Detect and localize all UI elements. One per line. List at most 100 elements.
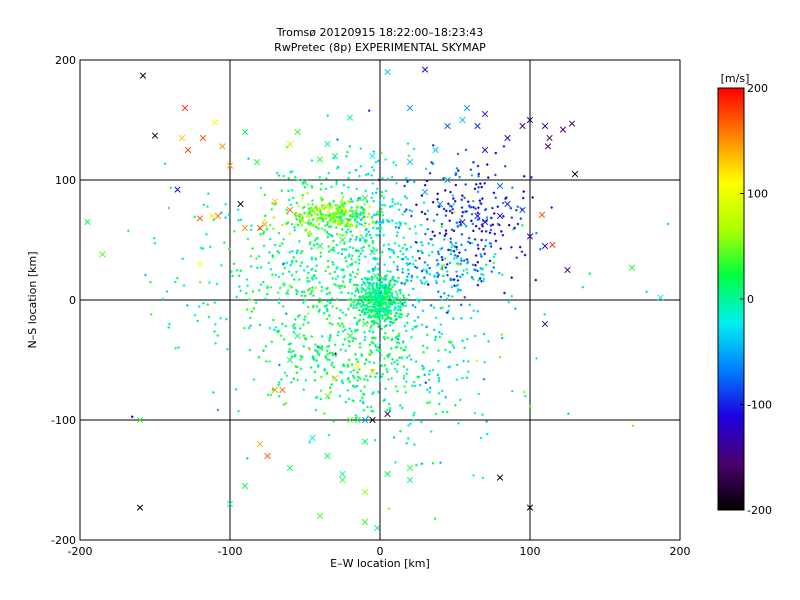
data-point-dot (380, 314, 384, 318)
data-point-dot (295, 222, 298, 226)
data-point-dot (447, 202, 450, 205)
data-point-cross (208, 212, 216, 220)
data-point-dot (448, 261, 452, 264)
data-point-dot (243, 326, 246, 330)
data-point-dot (457, 422, 460, 425)
data-point-dot (469, 316, 473, 320)
data-point-dot (440, 225, 444, 228)
data-point-dot (388, 291, 392, 294)
data-point-dot (472, 474, 475, 477)
data-point-dot (448, 365, 451, 368)
data-point-dot (314, 343, 317, 346)
data-point-dot (359, 213, 362, 217)
data-point-dot (320, 182, 323, 185)
data-point-dot (456, 254, 459, 258)
data-point-dot (378, 302, 381, 306)
data-point-dot (396, 280, 399, 283)
data-point-dot (325, 292, 329, 296)
data-point-dot (423, 373, 426, 377)
data-point-dot (407, 154, 411, 157)
data-point-dot (384, 158, 387, 161)
data-point-dot (318, 300, 321, 303)
data-point-dot (332, 200, 335, 203)
data-point-cross (481, 110, 489, 118)
data-point-dot (460, 259, 463, 262)
data-point-dot (376, 279, 380, 282)
data-point-dot (317, 227, 320, 230)
data-point-dot (247, 326, 251, 330)
data-point-dot (534, 278, 537, 282)
data-point-dot (355, 187, 358, 191)
data-point-dot (348, 340, 351, 343)
data-point-dot (349, 370, 352, 374)
data-point-dot (432, 144, 435, 147)
data-point-dot (351, 374, 355, 378)
data-point-dot (311, 278, 314, 281)
data-point-dot (355, 323, 359, 326)
data-point-dot (306, 192, 309, 195)
data-point-dot (334, 354, 338, 357)
data-point-dot (287, 343, 291, 346)
data-point-dot (320, 285, 324, 289)
data-point-dot (220, 211, 223, 214)
data-point-dot (503, 165, 507, 168)
data-point-dot (350, 223, 353, 226)
data-point-dot (389, 309, 392, 312)
y-tick-label: -100 (51, 414, 76, 427)
data-point-cross (496, 474, 504, 481)
data-point-cross (294, 212, 301, 220)
data-point-dot (356, 298, 359, 301)
data-point-dot (477, 172, 481, 176)
data-point-dot (314, 269, 317, 272)
data-point-dot (422, 201, 426, 204)
data-point-dot (468, 241, 472, 245)
data-point-dot (306, 265, 309, 268)
data-point-dot (478, 199, 482, 202)
colorbar-tick-label: 200 (747, 82, 768, 95)
data-point-dot (355, 303, 358, 307)
data-point-dot (492, 266, 495, 269)
data-point-dot (494, 173, 497, 177)
data-point-dot (372, 391, 375, 394)
data-point-dot (403, 348, 407, 352)
data-point-dot (392, 321, 396, 324)
data-point-dot (460, 198, 463, 201)
data-point-dot (474, 334, 477, 338)
data-point-dot (264, 297, 267, 301)
data-point-dot (394, 163, 398, 167)
data-point-dot (507, 301, 510, 304)
data-point-dot (277, 174, 281, 177)
data-point-dot (395, 317, 398, 321)
data-point-dot (384, 189, 388, 193)
data-point-dot (363, 378, 366, 381)
data-point-dot (310, 268, 313, 271)
data-point-dot (370, 351, 373, 354)
data-point-dot (406, 180, 409, 184)
data-point-dot (350, 206, 353, 209)
data-point-dot (325, 304, 328, 307)
data-point-dot (450, 245, 453, 249)
data-point-dot (361, 298, 365, 302)
data-point-dot (301, 181, 304, 184)
data-point-dot (374, 160, 378, 164)
data-point-dot (319, 389, 323, 392)
data-point-dot (425, 270, 428, 273)
data-point-dot (368, 205, 371, 208)
data-point-dot (251, 290, 255, 293)
data-point-dot (301, 197, 304, 200)
data-point-dot (481, 267, 485, 270)
data-point-dot (304, 294, 307, 298)
data-point-dot (458, 220, 462, 224)
data-point-dot (453, 245, 457, 248)
data-point-dot (447, 294, 450, 297)
data-point-cross (286, 140, 294, 148)
data-point-dot (436, 192, 439, 196)
data-point-dot (377, 267, 380, 271)
data-point-dot (359, 198, 362, 202)
data-point-dot (451, 344, 454, 347)
data-point-dot (335, 306, 338, 310)
data-point-cross (151, 132, 159, 139)
data-point-dot (283, 371, 287, 375)
data-point-dot (337, 223, 340, 226)
data-point-dot (376, 262, 380, 266)
